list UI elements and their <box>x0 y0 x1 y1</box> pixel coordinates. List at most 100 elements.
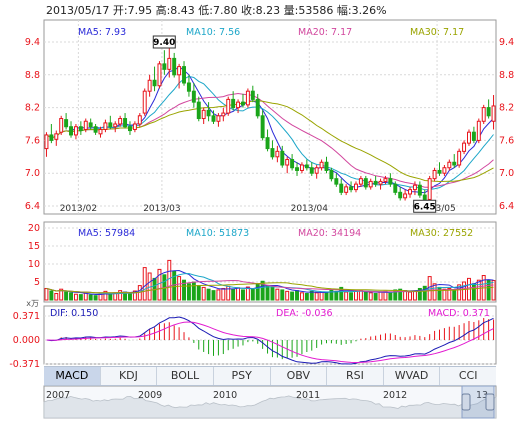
volume-bar <box>437 286 442 301</box>
volume-bar <box>354 290 358 301</box>
volume-bar <box>324 292 329 301</box>
navigator-sparkline <box>43 395 497 419</box>
candle-body <box>403 193 408 199</box>
candle-body <box>255 98 260 117</box>
candle-body <box>354 183 358 191</box>
volume-bar <box>285 290 290 301</box>
candle-body <box>309 167 314 174</box>
volume-bar <box>432 283 437 301</box>
candle-body <box>388 178 393 185</box>
navigator-year-label: 13 <box>476 390 488 401</box>
volume-bar <box>295 290 299 301</box>
candle-body <box>344 186 349 193</box>
volume-bar <box>368 292 373 301</box>
candle-body <box>299 164 304 171</box>
candle-body <box>329 169 334 180</box>
volume-bar <box>216 289 221 301</box>
candle-body <box>172 57 177 76</box>
candle-body <box>152 79 157 87</box>
volume-bar <box>344 291 349 301</box>
volume-bar <box>177 276 182 301</box>
tab-cci[interactable]: CCI <box>458 369 478 382</box>
candle-body <box>211 115 216 122</box>
volume-unit-label: x万 <box>26 299 39 308</box>
volume-bar <box>457 284 462 301</box>
volume-bar <box>447 287 452 301</box>
volume-bar <box>349 292 354 301</box>
candle-body <box>103 122 108 130</box>
tab-boll[interactable]: BOLL <box>157 367 214 385</box>
price-annotation: 9.40 <box>152 35 176 49</box>
volume-bar <box>339 286 344 301</box>
volume-bar <box>54 293 59 301</box>
volume-y-label: 15 <box>28 241 40 252</box>
volume-bar <box>452 289 457 301</box>
candle-body <box>491 105 496 122</box>
candle-body <box>373 180 378 185</box>
candle-body <box>393 183 398 193</box>
candle-body <box>231 98 236 109</box>
tab-wvad[interactable]: WVAD <box>384 367 441 385</box>
price-ma30-line <box>46 100 494 183</box>
volume-bar <box>103 290 108 301</box>
tab-kdj[interactable]: KDJ <box>101 367 158 385</box>
candle-body <box>201 109 206 120</box>
price-legend-item: MA5: 7.93 <box>78 27 126 38</box>
candle-body <box>206 109 211 117</box>
candle-body <box>93 126 98 133</box>
navigator-year-label: 2012 <box>383 390 407 401</box>
volume-legend-item: MA10: 51873 <box>186 228 249 239</box>
candle-body <box>314 167 319 174</box>
volume-bar <box>59 288 64 301</box>
volume-bar <box>118 290 123 301</box>
candle-body <box>83 120 88 130</box>
volume-bar <box>314 292 319 301</box>
candle-body <box>182 66 186 84</box>
volume-bar <box>44 287 49 301</box>
volume-bar <box>142 267 147 301</box>
volume-bar <box>491 280 496 301</box>
volume-bar <box>128 293 132 301</box>
candle-body <box>186 82 191 92</box>
volume-bar <box>476 279 481 301</box>
volume-ma30-line <box>46 282 494 294</box>
volume-bar <box>226 285 231 301</box>
candle-body <box>368 180 373 188</box>
macd-y-label: 0.000 <box>13 335 40 346</box>
price-y-label-left: 7.0 <box>25 168 40 179</box>
tab-obv[interactable]: OBV <box>271 367 328 385</box>
candle-body <box>427 178 432 200</box>
candle-body <box>221 112 226 117</box>
candle-body <box>260 115 265 139</box>
candle-body <box>408 189 412 195</box>
candle-body <box>339 183 344 193</box>
price-y-label-right: 6.4 <box>499 201 514 212</box>
tab-rsi[interactable]: RSI <box>327 367 384 385</box>
annotation-label: 9.40 <box>153 38 175 48</box>
navigator-selection-handle[interactable] <box>461 385 495 419</box>
volume-bar <box>186 283 191 301</box>
navigator-year-label: 2007 <box>46 390 70 401</box>
price-y-label-left: 7.6 <box>25 135 40 146</box>
volume-panel-frame <box>43 221 497 303</box>
candle-body <box>245 90 250 106</box>
price-y-label-right: 8.8 <box>499 70 514 81</box>
volume-bar <box>250 288 255 301</box>
candle-body <box>167 57 172 70</box>
volume-bar <box>241 289 245 301</box>
volume-bar <box>363 291 368 301</box>
tab-psy[interactable]: PSY <box>214 367 271 385</box>
volume-bar <box>157 268 162 301</box>
candle-body <box>319 161 324 169</box>
candle-body <box>196 101 201 120</box>
candle-body <box>358 178 363 185</box>
volume-bar <box>167 259 172 301</box>
price-y-label-right: 7.6 <box>499 135 514 146</box>
candle-body <box>285 159 290 166</box>
volume-bar <box>393 289 398 301</box>
candle-body <box>265 137 270 150</box>
candle-body <box>73 126 78 136</box>
tab-macd[interactable]: MACD <box>44 367 101 385</box>
